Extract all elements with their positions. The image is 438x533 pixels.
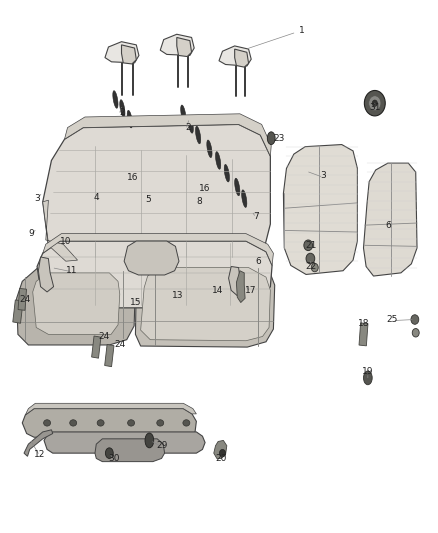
Polygon shape — [44, 432, 205, 453]
Text: 16: 16 — [199, 183, 211, 192]
Ellipse shape — [304, 240, 313, 251]
Text: 14: 14 — [212, 286, 224, 295]
Polygon shape — [242, 190, 247, 207]
Text: 1: 1 — [299, 26, 304, 35]
Text: 3: 3 — [321, 171, 326, 180]
Text: 5: 5 — [145, 195, 152, 204]
Text: 4: 4 — [93, 193, 99, 202]
Polygon shape — [105, 344, 114, 367]
Polygon shape — [235, 49, 249, 67]
Polygon shape — [17, 260, 135, 345]
Ellipse shape — [183, 419, 190, 426]
Text: 6: 6 — [385, 221, 391, 230]
Polygon shape — [43, 200, 78, 261]
Polygon shape — [235, 178, 240, 196]
Text: 21: 21 — [306, 241, 317, 250]
Polygon shape — [283, 144, 357, 274]
Polygon shape — [188, 116, 193, 133]
Polygon shape — [195, 126, 201, 144]
Ellipse shape — [369, 96, 381, 111]
Polygon shape — [127, 110, 132, 128]
Text: 2: 2 — [186, 123, 191, 132]
Ellipse shape — [97, 419, 104, 426]
Ellipse shape — [70, 419, 77, 426]
Polygon shape — [18, 288, 27, 310]
Polygon shape — [181, 105, 186, 123]
Polygon shape — [219, 46, 251, 66]
Polygon shape — [13, 300, 23, 323]
Polygon shape — [160, 34, 194, 55]
Text: 3: 3 — [34, 194, 40, 203]
Text: 11: 11 — [66, 266, 78, 275]
Ellipse shape — [44, 419, 50, 426]
Ellipse shape — [267, 132, 275, 144]
Polygon shape — [120, 100, 125, 117]
Polygon shape — [22, 409, 196, 437]
Text: 7: 7 — [253, 212, 259, 221]
Text: 16: 16 — [127, 173, 138, 182]
Polygon shape — [105, 42, 139, 63]
Ellipse shape — [411, 315, 419, 324]
Text: 24: 24 — [98, 332, 110, 341]
Polygon shape — [43, 233, 273, 265]
Text: 15: 15 — [130, 298, 141, 307]
Polygon shape — [39, 257, 53, 292]
Text: 24: 24 — [20, 295, 31, 304]
Polygon shape — [37, 241, 272, 308]
Text: 23: 23 — [273, 134, 285, 143]
Polygon shape — [95, 439, 165, 462]
Polygon shape — [64, 114, 271, 156]
Text: 30: 30 — [108, 454, 120, 463]
Text: 31: 31 — [369, 103, 381, 112]
Polygon shape — [141, 268, 270, 341]
Ellipse shape — [364, 371, 372, 385]
Text: 20: 20 — [215, 454, 227, 463]
Ellipse shape — [157, 419, 164, 426]
Polygon shape — [359, 323, 368, 346]
Text: 10: 10 — [60, 237, 71, 246]
Ellipse shape — [364, 91, 385, 116]
Polygon shape — [92, 336, 101, 358]
Ellipse shape — [219, 449, 226, 457]
Text: 17: 17 — [244, 286, 256, 295]
Ellipse shape — [145, 433, 154, 448]
Text: 25: 25 — [386, 315, 398, 324]
Text: 24: 24 — [114, 341, 125, 350]
Polygon shape — [229, 266, 243, 296]
Polygon shape — [177, 37, 191, 56]
Text: 8: 8 — [197, 197, 202, 206]
Polygon shape — [33, 273, 120, 334]
Ellipse shape — [372, 100, 378, 107]
Text: 12: 12 — [34, 450, 46, 459]
Polygon shape — [224, 165, 230, 182]
Ellipse shape — [412, 328, 419, 337]
Polygon shape — [364, 163, 417, 276]
Text: 22: 22 — [306, 262, 317, 271]
Polygon shape — [135, 259, 275, 347]
Ellipse shape — [106, 448, 113, 458]
Text: 2: 2 — [120, 108, 125, 117]
Polygon shape — [25, 403, 196, 415]
Polygon shape — [113, 91, 118, 108]
Text: 18: 18 — [358, 319, 369, 328]
Ellipse shape — [127, 419, 134, 426]
Ellipse shape — [311, 263, 318, 272]
Text: 19: 19 — [362, 367, 374, 376]
Polygon shape — [24, 430, 53, 456]
Polygon shape — [237, 271, 245, 303]
Polygon shape — [207, 140, 212, 158]
Polygon shape — [121, 45, 136, 64]
Polygon shape — [124, 241, 179, 275]
Polygon shape — [43, 124, 270, 261]
Ellipse shape — [306, 253, 315, 264]
Polygon shape — [215, 152, 221, 169]
Text: 9: 9 — [28, 229, 34, 238]
Text: 29: 29 — [156, 441, 167, 450]
Text: 6: 6 — [255, 257, 261, 265]
Text: 13: 13 — [172, 291, 184, 300]
Polygon shape — [214, 440, 227, 458]
